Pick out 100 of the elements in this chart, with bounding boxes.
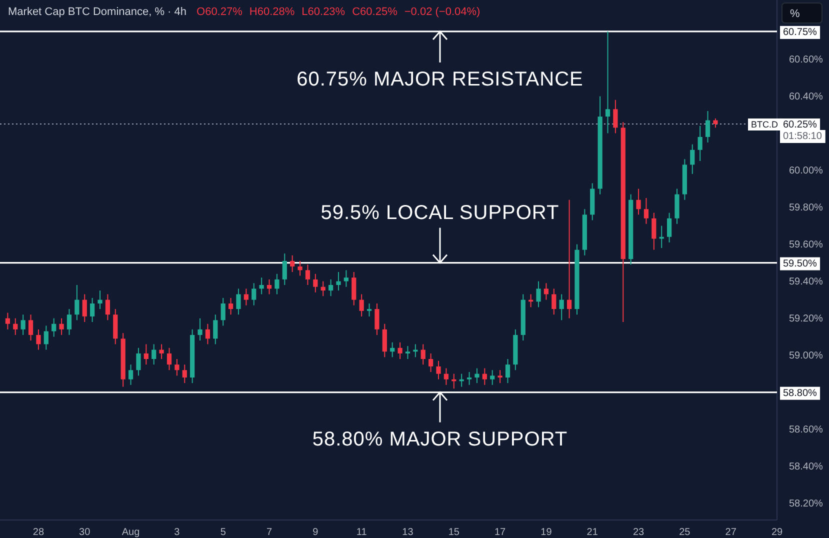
candlestick [374, 302, 380, 336]
y-tick-label: 58.20% [789, 498, 824, 510]
candlestick [228, 297, 234, 316]
candlestick [698, 125, 702, 162]
y-tick-label: 58.60% [789, 424, 824, 436]
candlestick [536, 280, 541, 308]
candlestick [366, 302, 372, 317]
candlestick [313, 273, 318, 293]
candlestick [490, 370, 495, 386]
annotation: L60.23% [302, 6, 346, 18]
candlestick [259, 277, 264, 295]
candlestick [390, 342, 395, 358]
candlestick [44, 325, 48, 350]
x-tick-label: 5 [220, 527, 226, 538]
x-tick-label: 7 [266, 527, 272, 538]
candlestick [298, 260, 302, 276]
candlestick [359, 294, 364, 317]
x-tick-label: 19 [540, 527, 552, 538]
annotation: BTC.D [751, 119, 778, 130]
candlestick [52, 318, 56, 338]
candlestick [13, 318, 18, 336]
y-tick-label: 59.00% [789, 350, 824, 362]
candlestick [66, 308, 72, 336]
candlestick [274, 273, 280, 295]
candlestick [182, 364, 187, 384]
ref-line-label: 60.25% [783, 119, 818, 130]
x-tick-label: 23 [632, 527, 645, 538]
candlestick [328, 278, 334, 297]
candlestick [382, 323, 387, 358]
candlestick [205, 323, 210, 345]
candlestick [690, 144, 695, 174]
candlestick [98, 290, 102, 310]
x-tick-label: 21 [586, 527, 598, 538]
candlestick [320, 280, 326, 297]
candlestick [644, 198, 649, 224]
candlestick [420, 344, 426, 366]
candlestick [28, 314, 34, 341]
candlestick [213, 314, 218, 345]
candlestick [290, 254, 295, 273]
candlestick [652, 212, 656, 250]
candlestick [344, 270, 348, 288]
candlestick [305, 264, 310, 286]
candlestick [613, 99, 618, 134]
x-tick-label: 27 [725, 527, 737, 538]
y-tick-label: 59.80% [789, 202, 824, 214]
annotation: C60.25% [352, 6, 398, 18]
x-tick-label: 9 [312, 527, 319, 538]
x-tick-label: 28 [32, 527, 44, 538]
candlestick [552, 288, 556, 316]
candlestick [82, 294, 87, 322]
x-tick-label: 30 [79, 527, 91, 538]
candlestick [336, 272, 341, 292]
x-tick-label: 11 [356, 527, 368, 538]
candlestick [559, 294, 564, 321]
candlestick [428, 352, 434, 372]
candlestick [59, 318, 64, 336]
candlestick [482, 368, 487, 386]
candlestick [198, 318, 202, 341]
candlestick [74, 284, 80, 321]
candlestick [544, 282, 549, 300]
y-tick-label: 60.60% [789, 54, 824, 66]
x-tick-label: 29 [771, 527, 783, 538]
candlestick [36, 328, 41, 350]
candlestick [220, 297, 226, 326]
candlestick [666, 212, 672, 243]
ref-line-label: 59.50% [783, 258, 818, 270]
candlestick [236, 288, 241, 316]
candlestick [144, 344, 148, 366]
candlestick [105, 294, 110, 321]
candlestick [20, 314, 26, 336]
candlestick [636, 188, 641, 216]
annotation: 58.80% MAJOR SUPPORT [312, 428, 568, 450]
candlestick [282, 253, 287, 286]
y-tick-label: 58.40% [789, 462, 824, 473]
x-tick-label: Aug [122, 527, 140, 538]
candlestick [136, 347, 141, 376]
candlestick [352, 272, 356, 306]
candlestick [5, 312, 10, 330]
candlestick [713, 118, 718, 128]
candlestick [90, 297, 95, 322]
candlestick [152, 344, 156, 366]
candlestick [405, 346, 410, 360]
candlestick [174, 358, 180, 376]
text: 01:58:10 [783, 130, 822, 142]
candlestick [444, 368, 449, 386]
x-tick-label: 3 [174, 527, 180, 538]
ref-line-label: 60.75% [783, 26, 818, 38]
ref-line-label: 58.80% [783, 388, 818, 399]
candlestick [398, 342, 402, 360]
y-tick-label: 59.60% [789, 239, 824, 250]
x-tick-label: 25 [679, 527, 691, 538]
annotation: 60.75% MAJOR RESISTANCE [296, 68, 584, 90]
y-tick-label: 60.00% [789, 165, 824, 176]
x-tick-label: 17 [494, 527, 506, 538]
text: % [790, 8, 800, 20]
x-tick-label: 13 [402, 527, 414, 538]
candlestick [605, 30, 610, 134]
candlestick [159, 344, 164, 360]
candlestick [705, 110, 710, 143]
annotation: H60.28% [249, 6, 295, 18]
